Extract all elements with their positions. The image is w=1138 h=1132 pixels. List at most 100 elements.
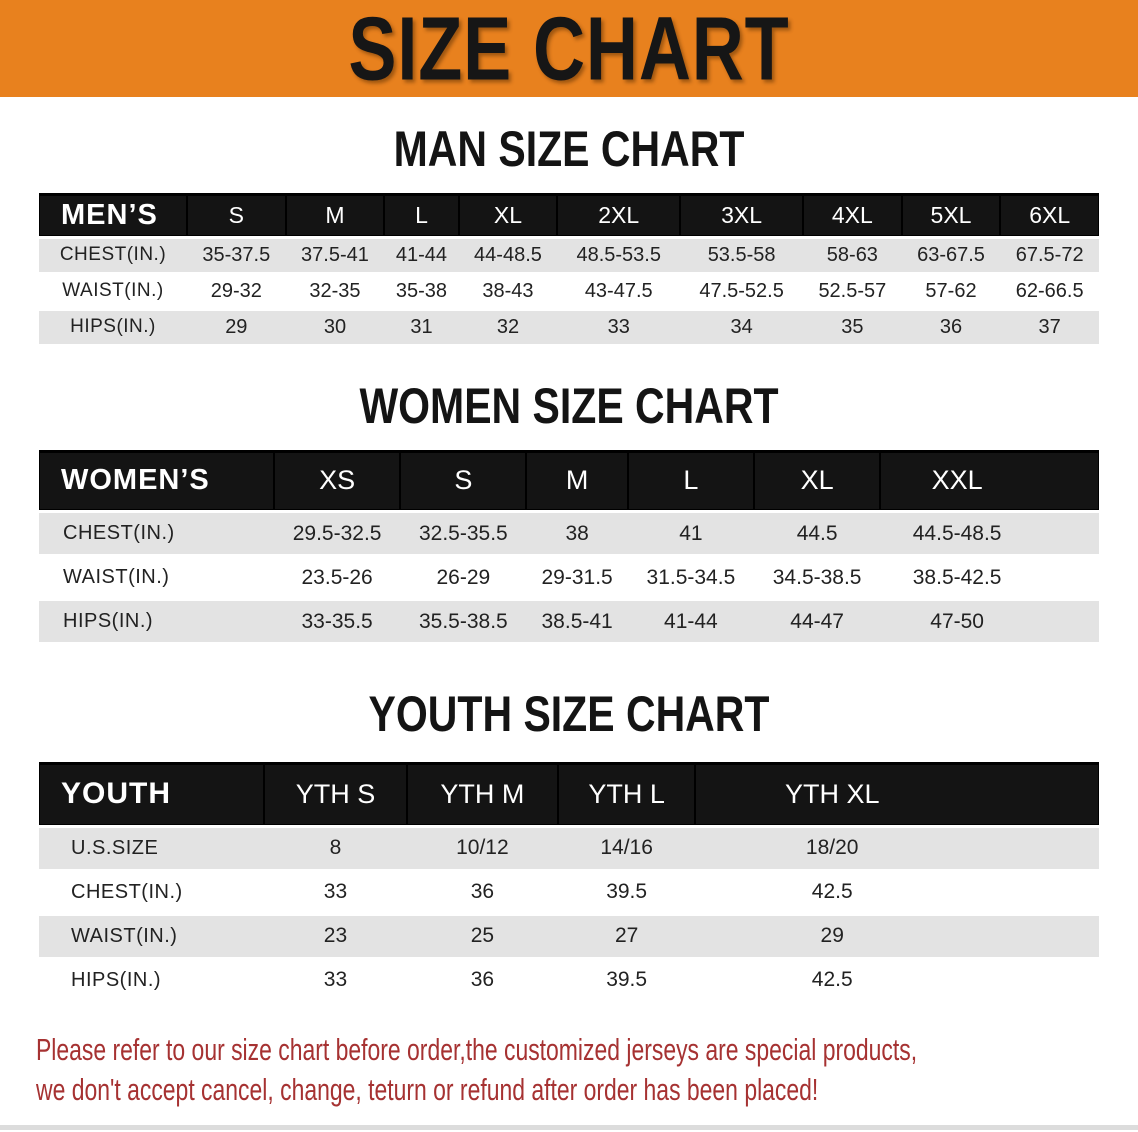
youth-size-header-2: YTH L xyxy=(557,762,696,828)
youth-cell-r2-c0: 23 xyxy=(264,914,407,960)
women-cell-r0-c0: 29.5-32.5 xyxy=(274,511,401,557)
women-size-header-2: M xyxy=(526,449,628,513)
men-cell-r1-c6: 52.5-57 xyxy=(803,273,902,311)
women-table-body: CHEST(IN.) 29.5-32.5 32.5-35.5 38 41 44.5 44.5… xyxy=(39,511,1099,645)
men-cell-r1-c4: 43-47.5 xyxy=(557,273,681,311)
youth-size-header-1: YTH M xyxy=(406,762,558,828)
men-row-label-0: CHEST(IN.) xyxy=(39,237,187,275)
men-cell-r2-c4: 33 xyxy=(557,309,681,347)
men-size-header-2: L xyxy=(384,193,459,239)
men-cell-r2-c2: 31 xyxy=(384,309,459,347)
men-cell-r1-c0: 29-32 xyxy=(187,273,286,311)
youth-cell-r1-c1: 36 xyxy=(406,870,558,916)
youth-cell-r3-c3: 42.5 xyxy=(695,958,1099,1004)
youth-table-row-0: U.S.SIZE 8 10/12 14/16 18/20 xyxy=(39,826,1099,872)
notice-line-1: Please refer to our size chart before or… xyxy=(36,1031,918,1067)
order-notice: Please refer to our size chart before or… xyxy=(36,1030,1138,1110)
women-cell-r2-c3: 41-44 xyxy=(627,599,755,645)
women-row-label-2: HIPS(IN.) xyxy=(39,599,274,645)
youth-cell-r3-c1: 36 xyxy=(406,958,558,1004)
men-row-label-2: HIPS(IN.) xyxy=(39,309,187,347)
men-corner-label: MEN’S xyxy=(39,193,187,239)
youth-table-body: U.S.SIZE 8 10/12 14/16 18/20 CHEST(IN.) 33 36 39… xyxy=(39,826,1099,1004)
women-size-header-1: S xyxy=(400,449,527,513)
men-size-header-8: 6XL xyxy=(1000,193,1099,239)
women-cell-r2-c4: 44-47 xyxy=(754,599,881,645)
men-cell-r2-c5: 34 xyxy=(680,309,804,347)
women-cell-r0-c5: 44.5-48.5 xyxy=(880,511,1099,557)
men-cell-r0-c6: 58-63 xyxy=(803,237,902,275)
women-size-header-3: L xyxy=(627,449,755,513)
men-size-header-6: 4XL xyxy=(803,193,902,239)
women-cell-r1-c4: 34.5-38.5 xyxy=(754,555,881,601)
women-cell-r1-c0: 23.5-26 xyxy=(274,555,401,601)
men-cell-r1-c7: 57-62 xyxy=(901,273,1001,311)
men-cell-r1-c5: 47.5-52.5 xyxy=(680,273,804,311)
women-cell-r0-c4: 44.5 xyxy=(754,511,881,557)
women-cell-r1-c1: 26-29 xyxy=(400,555,527,601)
youth-corner-label: YOUTH xyxy=(39,762,264,828)
youth-table-row-3: HIPS(IN.) 33 36 39.5 42.5 xyxy=(39,958,1099,1004)
youth-table-row-1: CHEST(IN.) 33 36 39.5 42.5 xyxy=(39,870,1099,916)
youth-size-chart-section: YOUTH SIZE CHART YOUTH YTH S YTH M YTH L YTH… xyxy=(0,687,1138,1004)
men-table-row-2: HIPS(IN.) 29 30 31 32 33 34 35 36 37 xyxy=(39,309,1099,347)
men-cell-r2-c0: 29 xyxy=(187,309,286,347)
youth-cell-r2-c2: 27 xyxy=(557,914,696,960)
men-cell-r0-c7: 63-67.5 xyxy=(901,237,1001,275)
women-size-chart-section: WOMEN SIZE CHART WOMEN’S XS S M L XL XXL CHEST… xyxy=(0,377,1138,645)
men-cell-r0-c5: 53.5-58 xyxy=(680,237,804,275)
women-table-row-0: CHEST(IN.) 29.5-32.5 32.5-35.5 38 41 44.5 44.5… xyxy=(39,511,1099,557)
youth-cell-r1-c3: 42.5 xyxy=(695,870,1099,916)
youth-size-header-3: YTH XL xyxy=(695,762,1099,828)
women-cell-r0-c3: 41 xyxy=(627,511,755,557)
women-table-header-row: WOMEN’S XS S M L XL XXL xyxy=(39,449,1099,513)
men-cell-r0-c1: 37.5-41 xyxy=(285,237,385,275)
women-cell-r2-c1: 35.5-38.5 xyxy=(400,599,527,645)
men-cell-r1-c8: 62-66.5 xyxy=(1000,273,1099,311)
banner: SIZE CHART xyxy=(0,0,1138,99)
youth-cell-r0-c2: 14/16 xyxy=(557,826,696,872)
men-size-header-5: 3XL xyxy=(680,193,804,239)
men-size-header-7: 5XL xyxy=(901,193,1001,239)
men-cell-r1-c3: 38-43 xyxy=(458,273,558,311)
men-cell-r1-c1: 32-35 xyxy=(285,273,385,311)
youth-cell-r0-c1: 10/12 xyxy=(406,826,558,872)
youth-cell-r2-c1: 25 xyxy=(406,914,558,960)
youth-section-heading: YOUTH SIZE CHART xyxy=(368,686,770,742)
men-cell-r0-c4: 48.5-53.5 xyxy=(557,237,681,275)
bottom-edge-divider xyxy=(0,1125,1138,1130)
women-cell-r2-c0: 33-35.5 xyxy=(274,599,401,645)
women-table-row-2: HIPS(IN.) 33-35.5 35.5-38.5 38.5-41 41-44 44-… xyxy=(39,599,1099,645)
women-corner-label: WOMEN’S xyxy=(39,449,274,513)
women-table-row-1: WAIST(IN.) 23.5-26 26-29 29-31.5 31.5-34.5 34… xyxy=(39,555,1099,601)
youth-cell-r1-c0: 33 xyxy=(264,870,407,916)
women-cell-r1-c2: 29-31.5 xyxy=(526,555,628,601)
men-size-chart-section: MAN SIZE CHART MEN’S S M L XL 2XL 3XL 4XL 5XL 6XL… xyxy=(0,122,1138,347)
page-title: SIZE CHART xyxy=(348,0,790,99)
men-table-body: CHEST(IN.) 35-37.5 37.5-41 41-44 44-48.5 48.5… xyxy=(39,237,1099,347)
youth-row-label-2: WAIST(IN.) xyxy=(39,914,264,960)
youth-table-row-2: WAIST(IN.) 23 25 27 29 xyxy=(39,914,1099,960)
women-size-header-4: XL xyxy=(754,449,881,513)
men-section-heading: MAN SIZE CHART xyxy=(393,121,745,177)
men-cell-r2-c7: 36 xyxy=(901,309,1001,347)
women-cell-r2-c2: 38.5-41 xyxy=(526,599,628,645)
men-size-header-4: 2XL xyxy=(557,193,681,239)
men-size-header-3: XL xyxy=(458,193,558,239)
youth-table-header-row: YOUTH YTH S YTH M YTH L YTH XL xyxy=(39,762,1099,828)
youth-cell-r3-c0: 33 xyxy=(264,958,407,1004)
women-row-label-1: WAIST(IN.) xyxy=(39,555,274,601)
youth-cell-r0-c0: 8 xyxy=(264,826,407,872)
youth-cell-r2-c3: 29 xyxy=(695,914,1099,960)
men-table-row-0: CHEST(IN.) 35-37.5 37.5-41 41-44 44-48.5 48.5… xyxy=(39,237,1099,275)
youth-size-table: YOUTH YTH S YTH M YTH L YTH XL U.S.SIZE 8 10/1… xyxy=(39,762,1099,1004)
youth-size-header-0: YTH S xyxy=(264,762,407,828)
women-cell-r1-c3: 31.5-34.5 xyxy=(627,555,755,601)
women-section-heading: WOMEN SIZE CHART xyxy=(359,377,779,434)
men-cell-r1-c2: 35-38 xyxy=(384,273,459,311)
women-size-header-0: XS xyxy=(274,449,401,513)
youth-cell-r3-c2: 39.5 xyxy=(557,958,696,1004)
youth-row-label-3: HIPS(IN.) xyxy=(39,958,264,1004)
men-cell-r0-c3: 44-48.5 xyxy=(458,237,558,275)
